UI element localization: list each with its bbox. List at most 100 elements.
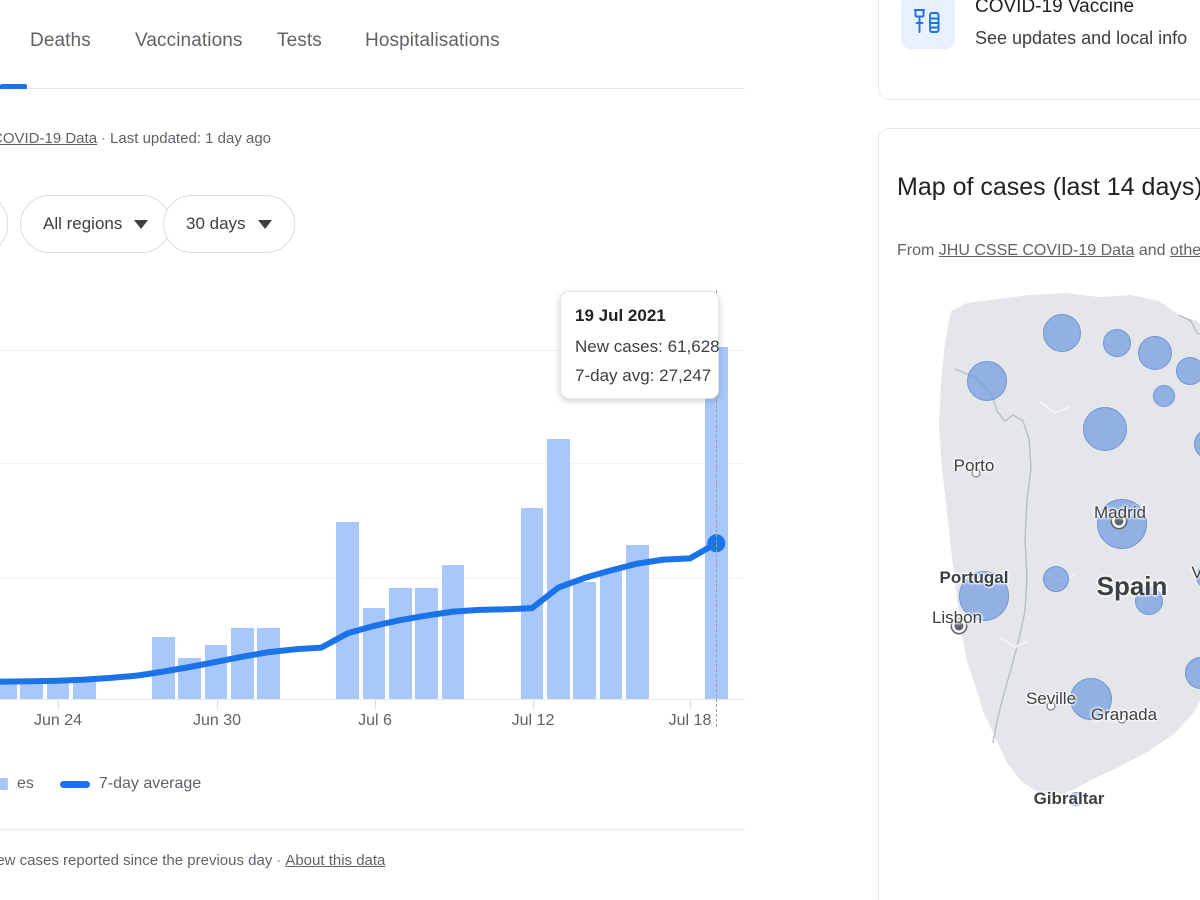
chart-bar[interactable] — [389, 587, 412, 699]
map-case-bubble — [959, 571, 1009, 621]
map-capital-dot — [954, 621, 964, 631]
map-case-bubble — [1103, 329, 1131, 357]
other-sources-link[interactable]: othe — [1170, 242, 1200, 259]
map-case-bubble — [1070, 678, 1112, 720]
chart-bar[interactable] — [599, 570, 623, 699]
footer-divider — [0, 829, 745, 830]
legend-item-new-cases[interactable]: es — [0, 775, 34, 793]
map-case-bubble — [1153, 385, 1175, 407]
footnote-separator: · — [276, 852, 282, 869]
chart-tabs: Deaths Vaccinations Tests Hospitalisatio… — [0, 0, 745, 90]
vaccine-card-title: COVID-19 Vaccine — [975, 0, 1135, 17]
chart-bar[interactable] — [520, 507, 544, 699]
chart-bar[interactable] — [705, 346, 728, 699]
gridline — [0, 578, 745, 579]
map-place-label: V — [1191, 563, 1200, 583]
chevron-down-icon — [257, 219, 272, 229]
vaccine-card-subtitle: See updates and local info — [975, 28, 1188, 48]
legend-label-seven-day-average: 7-day average — [98, 775, 202, 792]
tab-vaccinations[interactable]: Vaccinations — [135, 30, 243, 51]
tab-hospitalisations[interactable]: Hospitalisations — [365, 30, 500, 51]
x-tick-label: Jun 24 — [33, 712, 83, 729]
region-filter-label: All regions — [43, 214, 123, 233]
map-capital-dot — [1114, 516, 1124, 526]
footnote-text: new cases reported since the previous da… — [0, 852, 273, 869]
chart-bar[interactable] — [336, 521, 359, 699]
chip-clipped-left[interactable] — [0, 195, 8, 253]
map-place-label: Porto — [953, 456, 995, 475]
about-this-data-link[interactable]: About this data — [285, 852, 386, 869]
region-filter-chip[interactable]: All regions — [20, 195, 172, 253]
tab-deaths[interactable]: Deaths — [30, 30, 91, 51]
map-city-dot — [971, 468, 981, 478]
map-place-label: Portugal — [939, 568, 1009, 587]
chevron-down-icon — [134, 219, 149, 229]
x-tick-mark — [533, 700, 534, 709]
covid-data-source-link[interactable]: COVID-19 Data — [0, 130, 98, 147]
map-city-dot — [1046, 701, 1056, 711]
cases-map[interactable]: Porto Madrid Portugal Lisbon Spain Seville Gra… — [879, 281, 1200, 900]
map-case-bubble — [1138, 336, 1172, 370]
tabs-divider — [0, 88, 745, 89]
chart-bar[interactable] — [573, 581, 596, 699]
tooltip-avg-label: 7-day avg: — [575, 366, 655, 385]
period-filter-chip[interactable]: 30 days — [163, 195, 295, 253]
map-case-bubble — [967, 361, 1007, 401]
x-tick-label: Jul 18 — [668, 712, 712, 729]
tab-tests[interactable]: Tests — [277, 30, 322, 51]
map-case-bubble — [1043, 566, 1069, 592]
new-cases-chart[interactable]: Jun 24 Jun 30 Jul 6 Jul 12 Jul 18 — [0, 290, 745, 729]
chart-bar[interactable] — [46, 680, 70, 699]
map-source-mid: and — [1138, 242, 1166, 259]
x-tick-mark — [58, 700, 59, 709]
chart-legend: es 7-day average — [0, 775, 227, 793]
map-place-label: Lisbon — [931, 608, 983, 627]
map-case-bubble — [1043, 314, 1081, 352]
chart-tooltip: 19 Jul 2021 New cases: 61,628 7-day avg:… — [560, 291, 720, 399]
tooltip-avg: 7-day avg: 27,247 — [575, 366, 711, 386]
chart-bar[interactable] — [73, 678, 96, 699]
legend-bar-swatch-icon — [0, 778, 8, 790]
chart-bar[interactable] — [257, 627, 280, 699]
x-tick-mark — [375, 700, 376, 709]
chart-bar[interactable] — [152, 636, 175, 699]
x-tick-mark — [690, 700, 691, 709]
map-case-bubble — [1069, 792, 1083, 806]
x-tick-mark — [217, 700, 218, 709]
legend-item-seven-day-average[interactable]: 7-day average — [59, 775, 202, 793]
last-updated-text: Last updated: 1 day ago — [110, 130, 272, 147]
map-case-bubble — [1083, 407, 1127, 451]
data-source-line: COVID-19 Data · Last updated: 1 day ago — [0, 130, 271, 147]
chart-footnote: new cases reported since the previous da… — [0, 852, 385, 869]
chart-bar[interactable] — [20, 681, 43, 699]
chart-bar[interactable] — [626, 544, 649, 699]
tooltip-new-cases-label: New cases: — [575, 337, 663, 356]
map-case-bubble — [1135, 587, 1163, 615]
chart-bar[interactable] — [231, 627, 254, 699]
legend-line-swatch-icon — [59, 780, 90, 788]
gridline — [0, 350, 745, 351]
x-tick-label: Jul 6 — [358, 712, 392, 729]
map-card-title: Map of cases (last 14 days) — [897, 173, 1200, 201]
map-card-source: From JHU CSSE COVID-19 Data and othe — [897, 242, 1200, 260]
map-case-bubble — [1176, 357, 1200, 385]
tooltip-new-cases: New cases: 61,628 — [575, 337, 720, 357]
hover-indicator-line — [716, 290, 718, 727]
map-place-label: Gibraltar — [1033, 789, 1105, 808]
map-source-prefix: From — [897, 242, 935, 259]
x-tick-label: Jun 30 — [192, 712, 242, 729]
chart-bar[interactable] — [441, 564, 465, 699]
chart-baseline — [0, 699, 745, 700]
tooltip-date: 19 Jul 2021 — [575, 306, 666, 325]
jhu-csse-link[interactable]: JHU CSSE COVID-19 Data — [938, 242, 1135, 259]
chart-bar[interactable] — [0, 683, 17, 699]
vaccine-info-card[interactable]: COVID-19 Vaccine See updates and local i… — [878, 0, 1200, 100]
map-place-label: Madrid — [1094, 503, 1146, 522]
map-place-label: Granada — [1090, 705, 1158, 724]
chart-bar[interactable] — [547, 439, 570, 699]
map-city-dot — [1117, 714, 1127, 724]
period-filter-label: 30 days — [186, 214, 246, 233]
x-tick-label: Jul 12 — [511, 712, 555, 729]
tooltip-new-cases-value: 61,628 — [667, 337, 720, 356]
active-tab-indicator — [0, 84, 27, 89]
